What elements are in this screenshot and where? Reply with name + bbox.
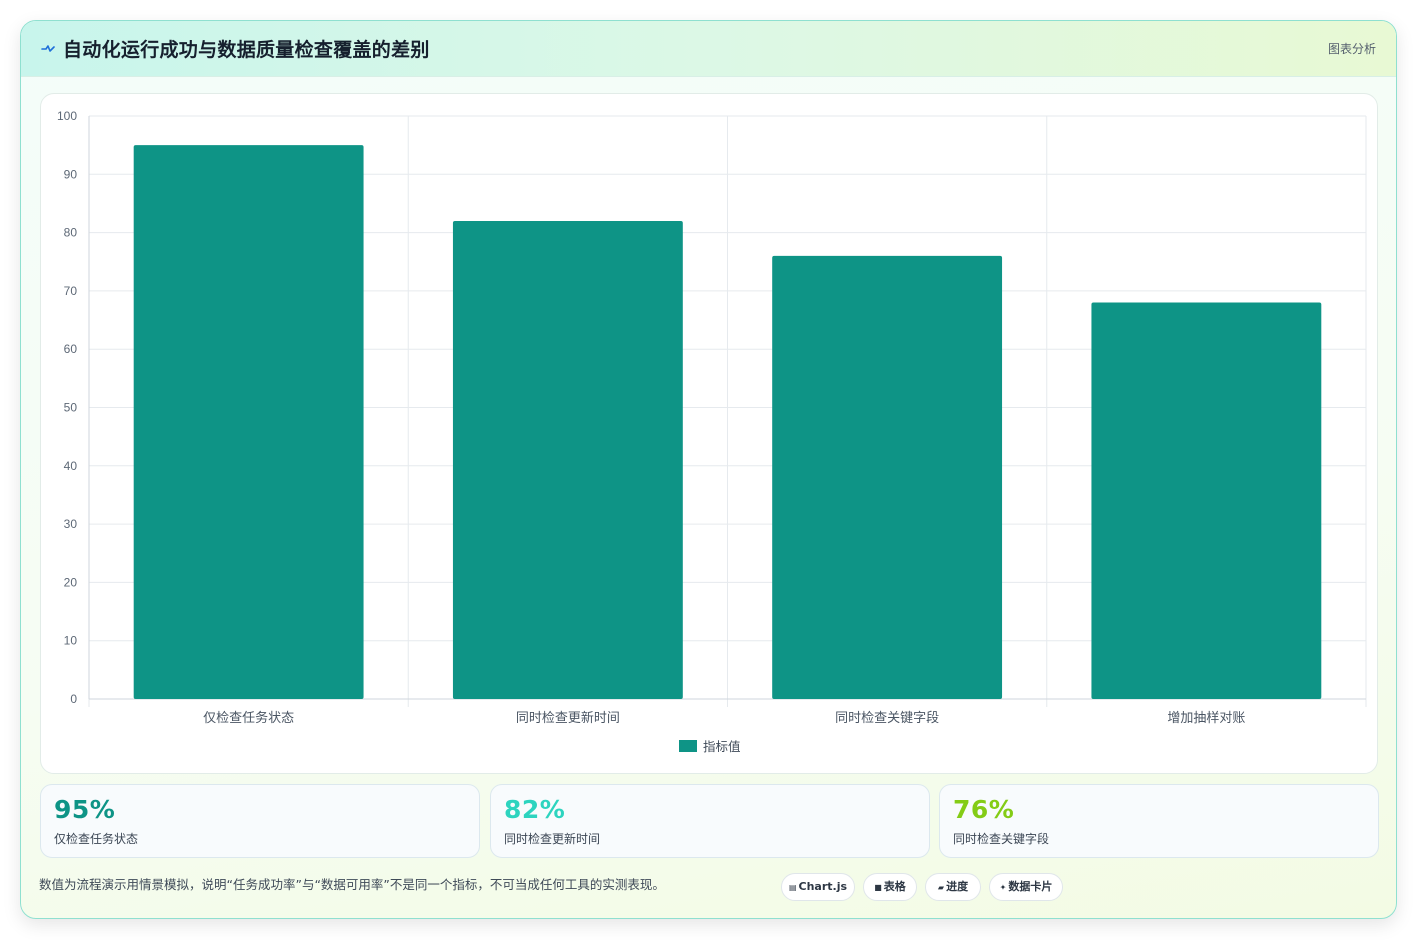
y-tick-label: 100 xyxy=(57,109,77,123)
pill-data-cards[interactable]: ✦ 数据卡片 xyxy=(989,873,1063,901)
y-tick-label: 20 xyxy=(64,575,78,589)
pill-label: 进度 xyxy=(946,880,969,893)
kpi-label: 仅检查任务状态 xyxy=(54,832,139,846)
progress-icon: ▰ xyxy=(937,883,945,892)
legend-label: 指标值 xyxy=(703,739,741,754)
y-tick-label: 10 xyxy=(64,634,78,648)
pill-progress[interactable]: ▰ 进度 xyxy=(925,873,981,901)
y-tick-label: 40 xyxy=(64,459,78,473)
kpi-card-task-status: 95% 仅检查任务状态 xyxy=(40,784,480,858)
kpi-label: 同时检查更新时间 xyxy=(504,832,601,846)
card-header: 自动化运行成功与数据质量检查覆盖的差别 图表分析 xyxy=(21,21,1396,77)
pill-label: 数据卡片 xyxy=(1008,880,1053,893)
table-icon: ■ xyxy=(874,883,882,892)
x-tick-label: 同时检查更新时间 xyxy=(516,710,620,725)
chart-card: 自动化运行成功与数据质量检查覆盖的差别 图表分析 0 10 20 30 40 50 60 70… xyxy=(20,20,1397,919)
bar xyxy=(133,145,364,699)
chart-icon: ▤ xyxy=(788,883,797,892)
kpi-value: 76% xyxy=(953,795,1015,824)
y-tick-label: 60 xyxy=(64,342,78,356)
x-tick-label: 同时检查关键字段 xyxy=(835,710,939,725)
kpi-card-update-time: 82% 同时检查更新时间 xyxy=(490,784,930,858)
kpi-value: 95% xyxy=(54,795,116,824)
y-tick-label: 0 xyxy=(70,692,77,706)
bar-chart: 0 10 20 30 40 50 60 70 80 90 100 仅检查任务状态 同时检查更新时间 同时检… xyxy=(57,109,1367,754)
y-tick-label: 70 xyxy=(64,284,78,298)
bar xyxy=(772,255,1003,700)
bar xyxy=(452,220,683,699)
pill-table[interactable]: ■ 表格 xyxy=(863,873,917,901)
pill-label: Chart.js xyxy=(798,880,848,893)
legend-swatch xyxy=(679,740,697,752)
x-tick-label: 增加抽样对账 xyxy=(1167,710,1245,725)
pill-label: 表格 xyxy=(883,880,906,893)
sparkle-icon: ✦ xyxy=(999,883,1007,892)
y-tick-label: 90 xyxy=(64,167,78,181)
y-tick-label: 80 xyxy=(64,226,78,240)
y-tick-label: 30 xyxy=(64,517,78,531)
x-tick-label: 仅检查任务状态 xyxy=(203,710,294,725)
kpi-card-key-fields: 76% 同时检查关键字段 xyxy=(939,784,1379,858)
kpi-label: 同时检查关键字段 xyxy=(953,832,1050,846)
chart-title: 自动化运行成功与数据质量检查覆盖的差别 xyxy=(63,39,430,61)
pill-chartjs[interactable]: ▤ Chart.js xyxy=(781,873,855,901)
chart-panel: 0 10 20 30 40 50 60 70 80 90 100 仅检查任务状态 同时检查更新时间 同时检… xyxy=(40,93,1378,774)
pulse-icon xyxy=(41,45,55,52)
kpi-value: 82% xyxy=(504,795,566,824)
y-tick-label: 50 xyxy=(64,401,78,415)
chart-analysis-tag: 图表分析 xyxy=(1327,42,1376,56)
bar xyxy=(1091,302,1322,699)
disclaimer-note: 数值为流程演示用情景模拟，说明“任务成功率”与“数据可用率”不是同一个指标，不可… xyxy=(39,877,665,892)
